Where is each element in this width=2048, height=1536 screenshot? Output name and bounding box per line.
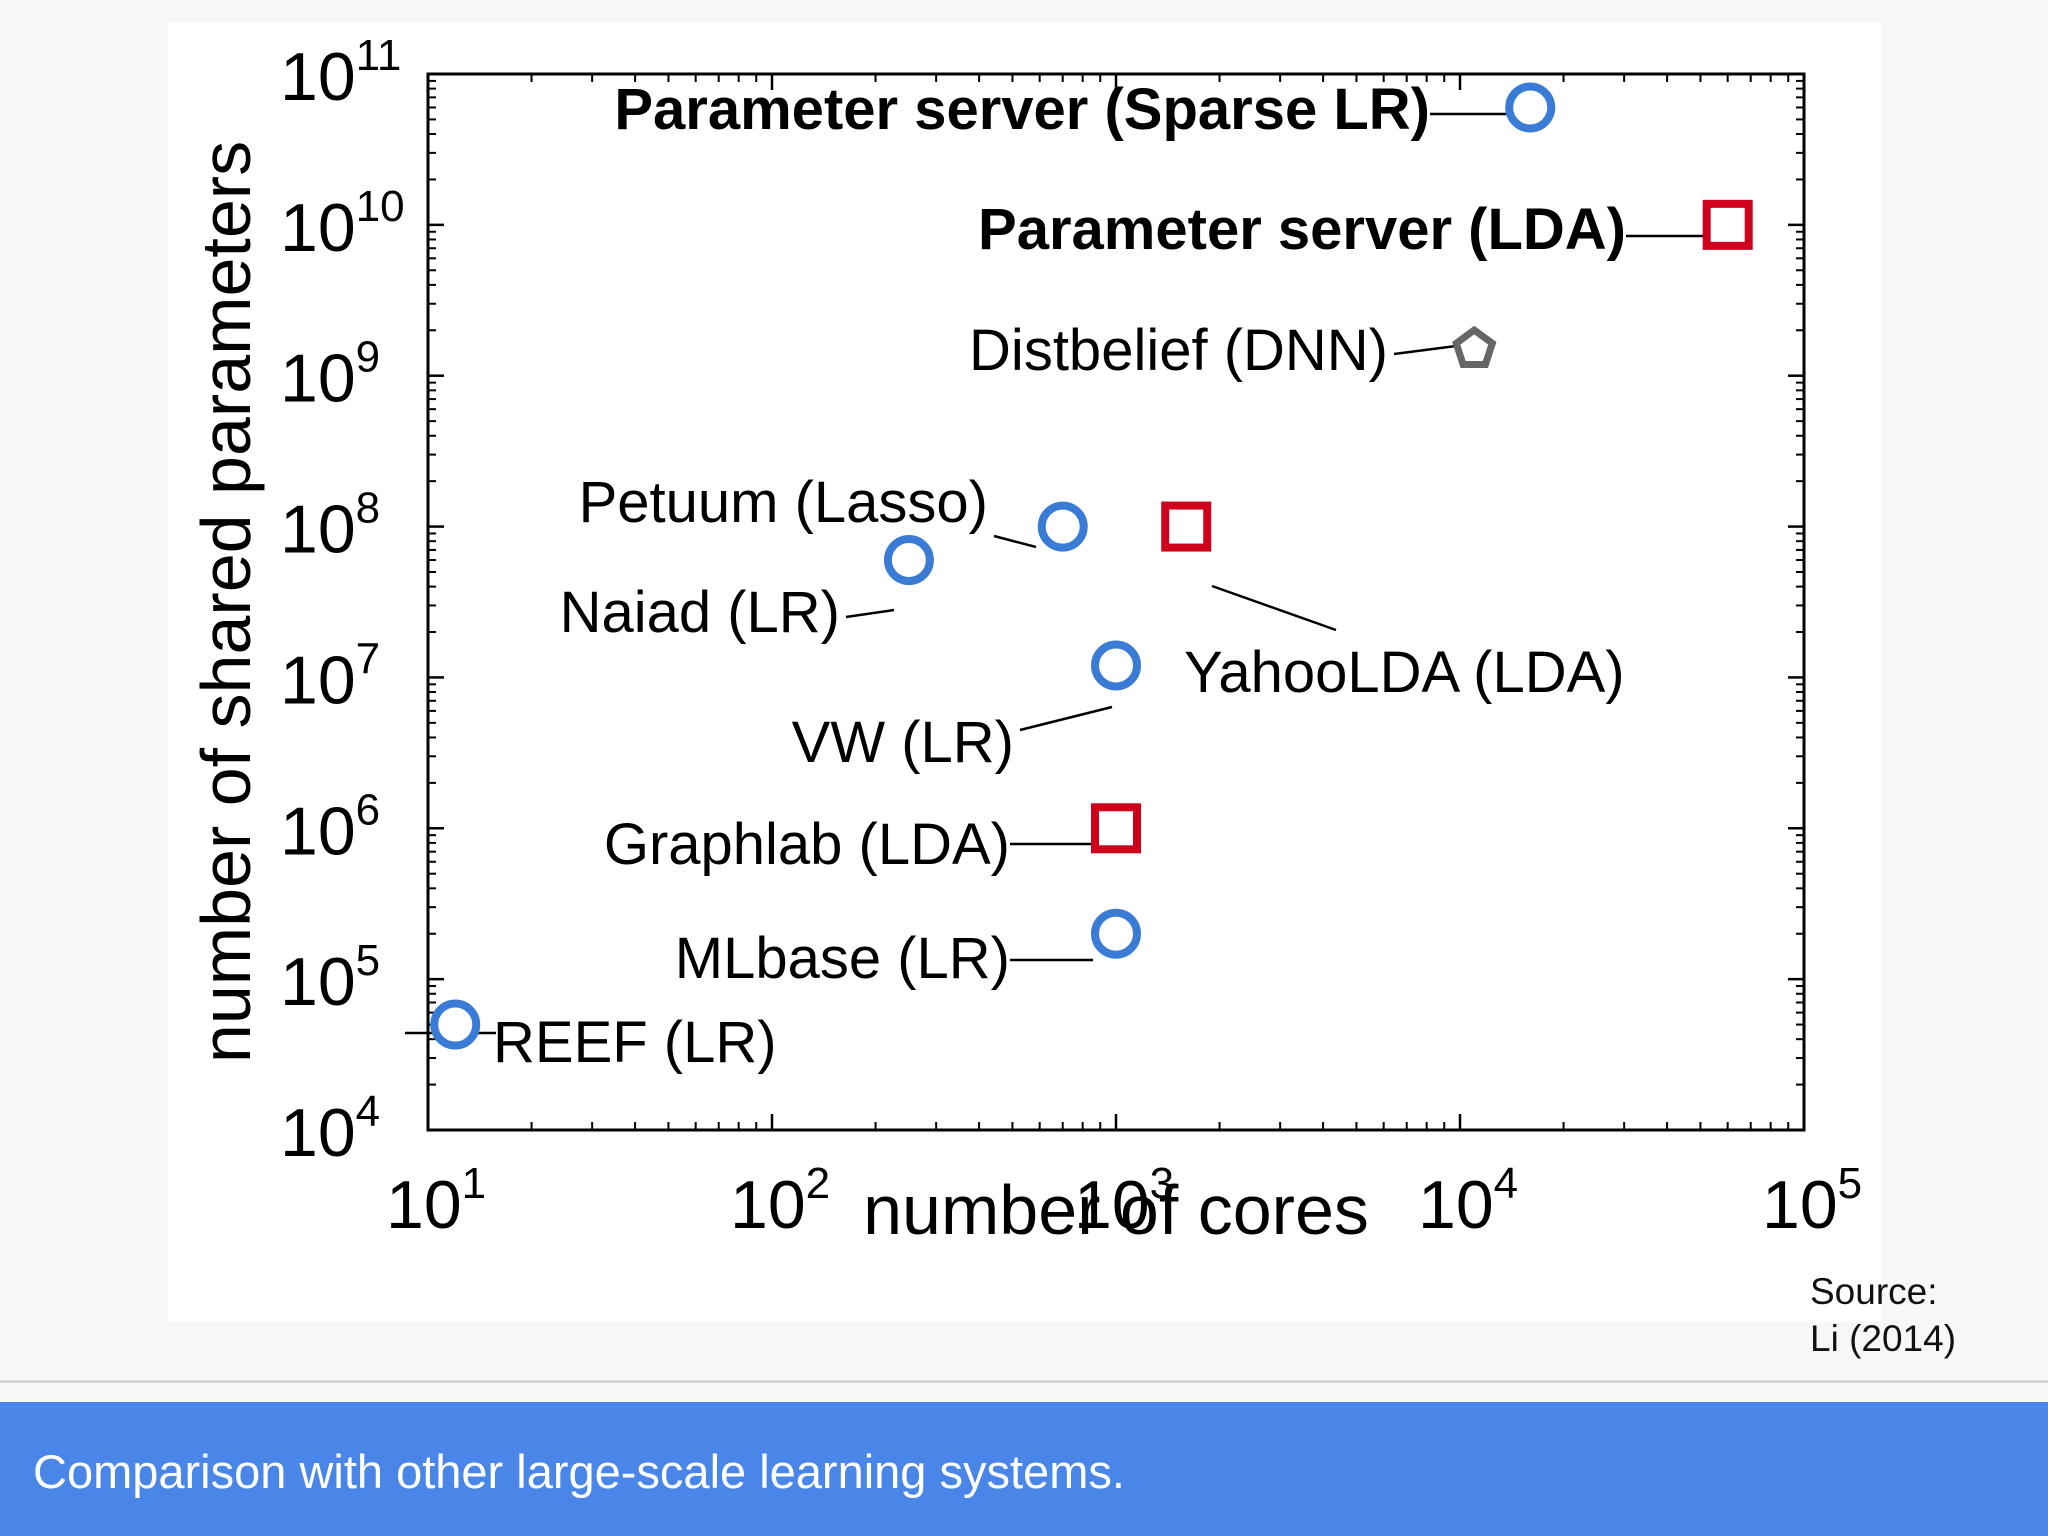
point-label: Graphlab (LDA) <box>604 812 1010 877</box>
circle-marker <box>430 999 481 1050</box>
y-tick-label: 107 <box>280 634 380 718</box>
pentagon-marker <box>1452 325 1497 368</box>
x-tick-label: 104 <box>1418 1159 1518 1243</box>
y-tick-label: 109 <box>280 333 380 417</box>
point-label: MLbase (LR) <box>675 926 1010 991</box>
point-label: Parameter server (Sparse LR) <box>614 77 1430 142</box>
x-tick-label: 105 <box>1762 1159 1862 1243</box>
leader-line <box>1393 344 1457 356</box>
source-citation: Li (2014) <box>1810 1318 1957 1359</box>
y-tick-label: 108 <box>280 484 380 568</box>
y-tick-label: 106 <box>280 785 380 869</box>
circle-marker <box>1091 640 1141 691</box>
point-label: YahooLDA (LDA) <box>1184 640 1625 705</box>
y-axis-title: number of shared parameters <box>187 141 265 1063</box>
circle-marker <box>1037 501 1088 552</box>
point-label: VW (LR) <box>792 710 1014 775</box>
source-label: Source: <box>1810 1271 1938 1312</box>
chart-panel: 101 102 103 104 105 104 105 106 107 108 109 1010 101… <box>168 22 1882 1322</box>
point-label: Distbelief (DNN) <box>969 318 1388 383</box>
leader-line <box>1019 705 1113 732</box>
circle-marker <box>1505 82 1556 133</box>
y-tick-label: 1010 <box>280 182 405 266</box>
y-tick-label: 1011 <box>280 31 401 115</box>
point-label: Parameter server (LDA) <box>978 197 1626 262</box>
circle-marker <box>1091 908 1141 959</box>
square-marker <box>1161 501 1212 552</box>
x-tick-label: 103 <box>1074 1159 1174 1243</box>
leader-line <box>1211 584 1337 632</box>
scatter-chart: 101 102 103 104 105 104 105 106 107 108 109 1010 101… <box>187 31 1862 1249</box>
y-tick-label: 105 <box>280 936 380 1020</box>
point-label: REEF (LR) <box>493 1010 777 1075</box>
point-label: Petuum (Lasso) <box>579 470 988 535</box>
square-marker <box>1702 199 1753 250</box>
leader-line <box>993 534 1037 549</box>
point-label: Naiad (LR) <box>560 580 840 645</box>
circle-marker <box>883 535 934 586</box>
x-axis-title: number of cores <box>863 1171 1369 1249</box>
x-tick-label: 102 <box>730 1159 830 1243</box>
y-tick-label: 104 <box>280 1087 380 1171</box>
x-tick-label: 101 <box>386 1159 486 1243</box>
caption-text: Comparison with other large-scale learni… <box>33 1445 1125 1498</box>
caption-bar: Comparison with other large-scale learni… <box>0 1402 2048 1536</box>
source-note: Source: Li (2014) <box>1810 1268 1956 1362</box>
square-marker <box>1091 803 1141 854</box>
leader-line <box>845 608 895 619</box>
footer-divider <box>0 1380 2048 1383</box>
